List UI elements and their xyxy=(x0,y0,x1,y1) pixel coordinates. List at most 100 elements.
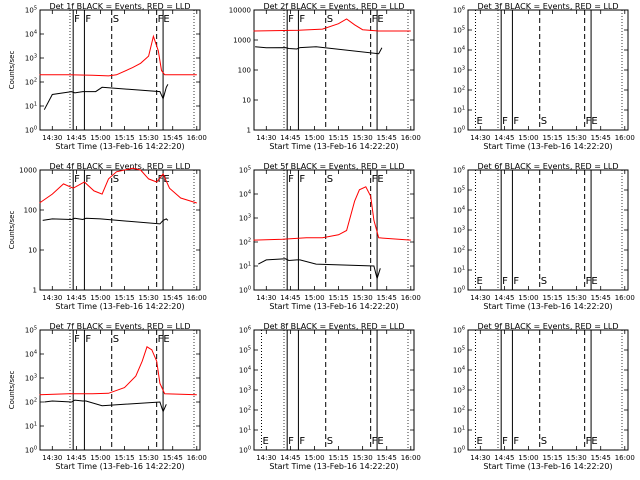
y-tick-label: 1 xyxy=(33,287,37,295)
y-tick-label: 100 xyxy=(453,446,465,455)
y-axis-label: Counts/sec xyxy=(8,211,16,250)
event-marker-label: S xyxy=(113,14,119,25)
y-tick-label: 103 xyxy=(239,214,251,223)
x-tick-label: 14:45 xyxy=(280,134,300,142)
y-tick-label: 104 xyxy=(25,350,37,359)
plot-frame xyxy=(467,9,629,131)
event-marker-label: F xyxy=(513,436,519,447)
y-tick-label: 101 xyxy=(239,426,251,435)
x-tick-label: 15:45 xyxy=(163,454,183,462)
panel-title: Det 8f BLACK = Events, RED = LLD xyxy=(263,322,404,331)
y-tick-label: 1 xyxy=(247,127,251,135)
event-marker-label: F xyxy=(502,116,508,127)
plot-frame xyxy=(253,329,415,451)
event-marker-label: F xyxy=(74,14,80,25)
event-marker-label: F xyxy=(513,116,519,127)
y-tick-label: 101 xyxy=(239,262,251,271)
plot-frame xyxy=(39,9,201,131)
y-tick-label: 103 xyxy=(25,54,37,63)
x-tick-label: 15:00 xyxy=(304,454,324,462)
y-tick-label: 101 xyxy=(25,422,37,431)
event-marker-label: E xyxy=(476,436,482,447)
x-tick-label: 14:30 xyxy=(470,134,490,142)
x-tick-label: 15:45 xyxy=(377,294,397,302)
y-tick-label: 10000 xyxy=(229,7,251,15)
y-tick-label: 103 xyxy=(453,386,465,395)
x-tick-label: 14:30 xyxy=(256,134,276,142)
x-tick-label: 15:45 xyxy=(377,454,397,462)
y-tick-label: 100 xyxy=(25,446,37,455)
y-tick-label: 103 xyxy=(453,66,465,75)
event-marker-label: F xyxy=(288,14,294,25)
x-axis-label: Start Time (13-Feb-16 14:22:20) xyxy=(269,142,398,151)
x-axis-label: Start Time (13-Feb-16 14:22:20) xyxy=(483,462,612,471)
y-tick-label: 100 xyxy=(238,67,251,75)
x-tick-label: 15:45 xyxy=(591,134,611,142)
event-marker-label: S xyxy=(113,174,119,185)
series-events xyxy=(43,84,169,110)
plot-frame xyxy=(39,169,201,291)
y-tick-label: 10 xyxy=(242,97,251,105)
x-tick-label: 15:45 xyxy=(163,134,183,142)
event-marker-label: F xyxy=(85,14,91,25)
y-tick-label: 100 xyxy=(24,207,37,215)
event-marker-label: FE xyxy=(158,334,170,345)
y-tick-label: 1000 xyxy=(233,37,251,45)
x-tick-label: 15:00 xyxy=(518,134,538,142)
x-tick-label: 14:45 xyxy=(494,454,514,462)
x-axis-label: Start Time (13-Feb-16 14:22:20) xyxy=(483,302,612,311)
panel-title: Det 3f BLACK = Events, RED = LLD xyxy=(477,2,618,11)
y-tick-label: 10 xyxy=(28,247,37,255)
x-tick-label: 14:45 xyxy=(280,294,300,302)
x-tick-label: 15:15 xyxy=(542,294,562,302)
x-axis-label: Start Time (13-Feb-16 14:22:20) xyxy=(483,142,612,151)
x-tick-label: 15:15 xyxy=(114,134,134,142)
y-tick-label: 105 xyxy=(239,166,251,175)
y-tick-label: 105 xyxy=(453,186,465,195)
x-tick-label: 14:45 xyxy=(66,134,86,142)
y-tick-label: 103 xyxy=(239,386,251,395)
y-tick-label: 106 xyxy=(239,326,251,335)
y-tick-label: 102 xyxy=(239,238,251,247)
x-tick-label: 16:00 xyxy=(187,134,207,142)
y-tick-label: 103 xyxy=(25,374,37,383)
series-events xyxy=(44,399,167,413)
event-marker-label: F xyxy=(513,276,519,287)
y-tick-label: 1000 xyxy=(19,167,37,175)
panel-title: Det 2f BLACK = Events, RED = LLD xyxy=(263,2,404,11)
event-marker-label: F xyxy=(502,276,508,287)
plot-frame xyxy=(467,169,629,291)
x-tick-label: 14:30 xyxy=(42,134,62,142)
panel-det-4: Det 4f BLACK = Events, RED = LLD 1 10 100 10… xyxy=(8,162,207,311)
x-tick-label: 15:15 xyxy=(114,294,134,302)
y-tick-label: 100 xyxy=(25,126,37,135)
panel-title: Det 4f BLACK = Events, RED = LLD xyxy=(49,162,190,171)
series-events xyxy=(258,258,381,281)
series-lld xyxy=(39,346,197,396)
y-tick-label: 105 xyxy=(25,326,37,335)
y-tick-label: 104 xyxy=(453,46,465,55)
y-tick-label: 104 xyxy=(453,366,465,375)
panel-title: Det 7f BLACK = Events, RED = LLD xyxy=(49,322,190,331)
panel-det-1: Det 1f BLACK = Events, RED = LLD 100 101 10… xyxy=(8,2,207,151)
event-marker-label: S xyxy=(327,14,333,25)
event-marker-label: F xyxy=(299,436,305,447)
event-marker-label: FE xyxy=(372,174,384,185)
event-marker-label: S xyxy=(541,436,547,447)
y-tick-label: 101 xyxy=(453,106,465,115)
y-tick-label: 102 xyxy=(25,78,37,87)
plot-frame xyxy=(253,9,415,131)
series-events xyxy=(255,46,383,55)
x-tick-label: 16:00 xyxy=(401,454,421,462)
event-marker-label: E xyxy=(476,276,482,287)
panel-det-3: Det 3f BLACK = Events, RED = LLD 100 101 10… xyxy=(453,2,635,151)
panel-det-5: Det 5f BLACK = Events, RED = LLD 100 101 10… xyxy=(239,162,421,311)
x-tick-label: 15:00 xyxy=(90,454,110,462)
x-tick-label: 14:45 xyxy=(280,454,300,462)
event-marker-label: F xyxy=(85,174,91,185)
event-marker-label: S xyxy=(541,116,547,127)
x-tick-label: 15:30 xyxy=(139,134,159,142)
y-tick-label: 103 xyxy=(453,226,465,235)
x-tick-label: 15:30 xyxy=(353,134,373,142)
plot-frame xyxy=(467,329,629,451)
